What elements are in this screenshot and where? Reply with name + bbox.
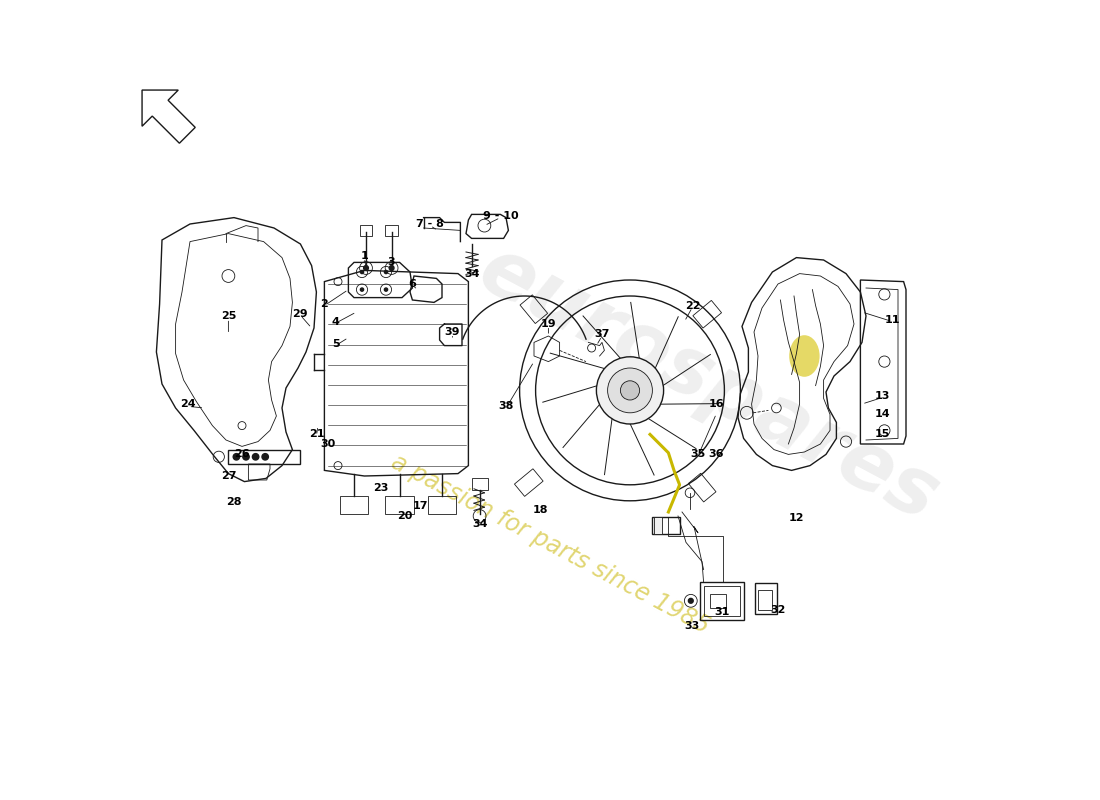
Bar	[515, 469, 543, 496]
Text: 11: 11	[884, 315, 900, 325]
Text: a passion for parts since 1985: a passion for parts since 1985	[387, 450, 713, 638]
Circle shape	[252, 454, 258, 460]
Circle shape	[384, 288, 387, 291]
Text: 9 - 10: 9 - 10	[483, 211, 518, 221]
Text: 13: 13	[874, 391, 890, 401]
Bar	[340, 496, 368, 514]
Bar	[704, 586, 740, 616]
Bar	[428, 496, 456, 514]
Text: 28: 28	[227, 498, 242, 507]
Text: 34: 34	[464, 269, 480, 278]
Text: 19: 19	[540, 319, 557, 329]
Text: 18: 18	[532, 506, 548, 515]
Text: 39: 39	[444, 327, 460, 337]
Circle shape	[596, 357, 663, 424]
Circle shape	[361, 270, 364, 274]
Text: 29: 29	[293, 309, 308, 318]
Ellipse shape	[789, 335, 820, 377]
Bar	[385, 496, 414, 514]
Text: 4: 4	[332, 317, 340, 326]
Circle shape	[389, 266, 394, 270]
Text: 15: 15	[874, 429, 890, 438]
Text: 17: 17	[412, 501, 428, 510]
Text: 25: 25	[221, 311, 236, 321]
Bar	[520, 295, 548, 323]
Text: 1: 1	[361, 251, 368, 261]
Circle shape	[262, 454, 268, 460]
Text: 33: 33	[685, 621, 700, 630]
Text: 36: 36	[708, 450, 724, 459]
Bar	[472, 478, 487, 490]
Bar	[693, 301, 722, 328]
Text: 24: 24	[180, 399, 196, 409]
Text: 3: 3	[388, 258, 395, 267]
Circle shape	[364, 266, 368, 270]
Text: 7 - 8: 7 - 8	[416, 219, 444, 229]
Bar	[229, 450, 300, 464]
Bar	[654, 517, 662, 534]
Bar	[651, 517, 681, 534]
Circle shape	[607, 368, 652, 413]
Text: 27: 27	[221, 471, 236, 481]
Text: 32: 32	[770, 605, 785, 614]
Text: 12: 12	[789, 514, 804, 523]
Text: 37: 37	[594, 330, 609, 339]
Circle shape	[384, 270, 387, 274]
Text: 16: 16	[708, 399, 724, 409]
Bar	[701, 582, 745, 620]
Text: 2: 2	[320, 299, 328, 309]
Bar	[689, 474, 716, 502]
Text: 6: 6	[408, 279, 416, 289]
Circle shape	[243, 454, 250, 460]
Text: 5: 5	[332, 339, 340, 349]
Text: 14: 14	[874, 410, 890, 419]
Text: 35: 35	[691, 450, 705, 459]
Circle shape	[361, 288, 364, 291]
Text: 34: 34	[472, 519, 487, 529]
Bar	[755, 583, 778, 614]
Circle shape	[620, 381, 639, 400]
Bar	[758, 590, 772, 610]
Text: 22: 22	[684, 301, 700, 310]
Text: 38: 38	[498, 402, 514, 411]
Bar	[710, 594, 726, 608]
Text: 26: 26	[234, 450, 250, 459]
Text: 20: 20	[397, 511, 412, 521]
Circle shape	[689, 598, 693, 603]
Circle shape	[233, 454, 240, 460]
Bar	[385, 225, 398, 236]
Text: 21: 21	[309, 429, 324, 438]
Bar	[360, 225, 373, 236]
Text: 30: 30	[320, 439, 336, 449]
Text: 23: 23	[373, 483, 388, 493]
Text: 31: 31	[714, 607, 729, 617]
Text: eurospares: eurospares	[465, 230, 952, 538]
